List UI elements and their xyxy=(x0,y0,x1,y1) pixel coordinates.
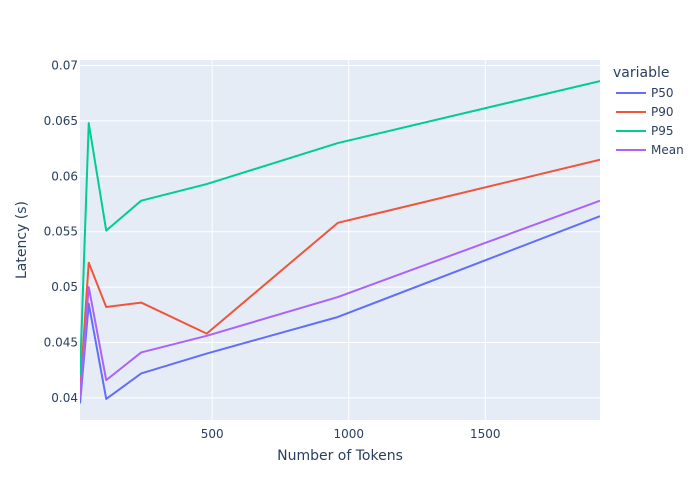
y-axis-title: Latency (s) xyxy=(14,201,30,279)
legend-label: Mean xyxy=(651,143,684,157)
x-tick-label: 500 xyxy=(201,427,224,441)
legend-item-p50[interactable]: P50 xyxy=(616,86,674,100)
legend[interactable]: variable P50 P90 P95 Mean xyxy=(613,65,684,157)
y-tick-label: 0.045 xyxy=(44,335,78,349)
legend-item-p95[interactable]: P95 xyxy=(616,124,674,138)
x-tick-label: 1500 xyxy=(470,427,501,441)
gridlines xyxy=(80,60,600,420)
y-tick-label: 0.07 xyxy=(51,59,78,73)
legend-label: P50 xyxy=(651,86,674,100)
legend-label: P95 xyxy=(651,124,674,138)
y-tick-label: 0.06 xyxy=(51,169,78,183)
y-tick-label: 0.05 xyxy=(51,280,78,294)
series-line-p50 xyxy=(80,215,600,404)
x-tick-label: 1000 xyxy=(333,427,364,441)
legend-item-mean[interactable]: Mean xyxy=(616,143,684,157)
y-tick-label: 0.065 xyxy=(44,114,78,128)
x-axis-title: Number of Tokens xyxy=(277,448,403,464)
x-tick-labels: 500 1000 1500 xyxy=(201,427,501,441)
series-line-mean xyxy=(80,199,600,398)
series-line-p95 xyxy=(80,80,600,376)
series-lines xyxy=(80,80,600,404)
y-tick-labels: 0.04 0.045 0.05 0.055 0.06 0.065 0.07 xyxy=(44,59,78,405)
plot-background xyxy=(80,60,600,420)
series-line-p90 xyxy=(80,158,600,393)
y-tick-label: 0.04 xyxy=(51,391,78,405)
legend-item-p90[interactable]: P90 xyxy=(616,105,674,119)
legend-label: P90 xyxy=(651,105,674,119)
legend-title: variable xyxy=(613,65,669,81)
y-tick-label: 0.055 xyxy=(44,225,78,239)
